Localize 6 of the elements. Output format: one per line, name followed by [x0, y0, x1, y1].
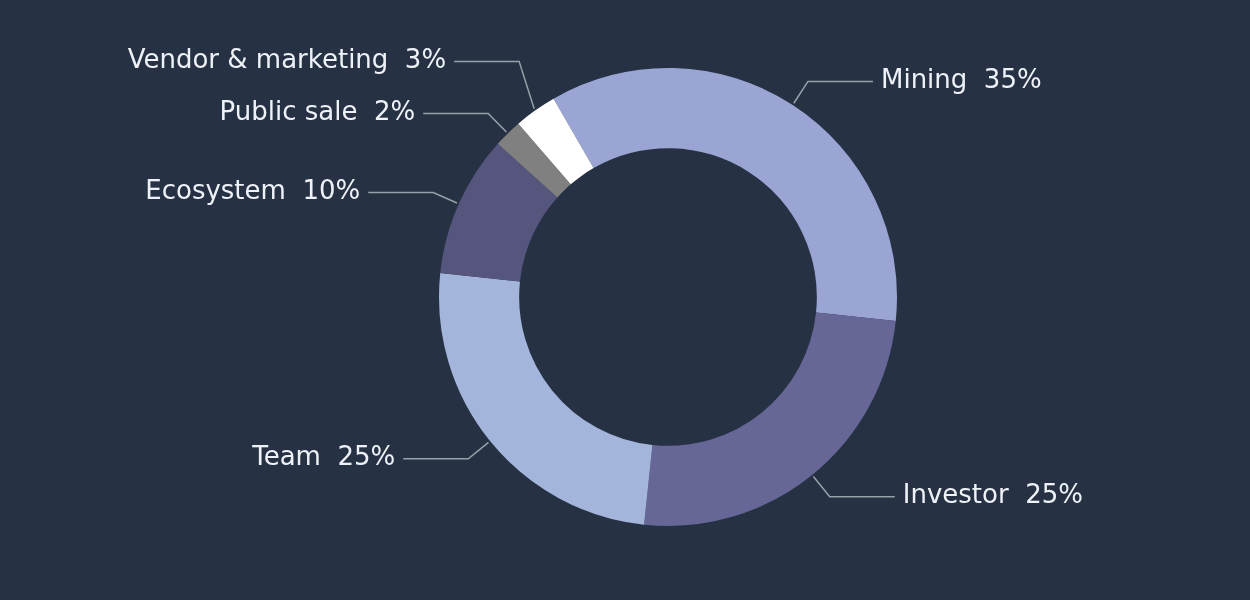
slice-label: Public sale 2%	[219, 96, 416, 127]
slice-label: Team 25%	[251, 441, 396, 472]
slice-label: Mining 35%	[880, 64, 1042, 95]
slice-label: Investor 25%	[902, 479, 1083, 510]
slice-label: Vendor & marketing 3%	[127, 44, 447, 75]
slice-label: Ecosystem 10%	[145, 175, 361, 206]
